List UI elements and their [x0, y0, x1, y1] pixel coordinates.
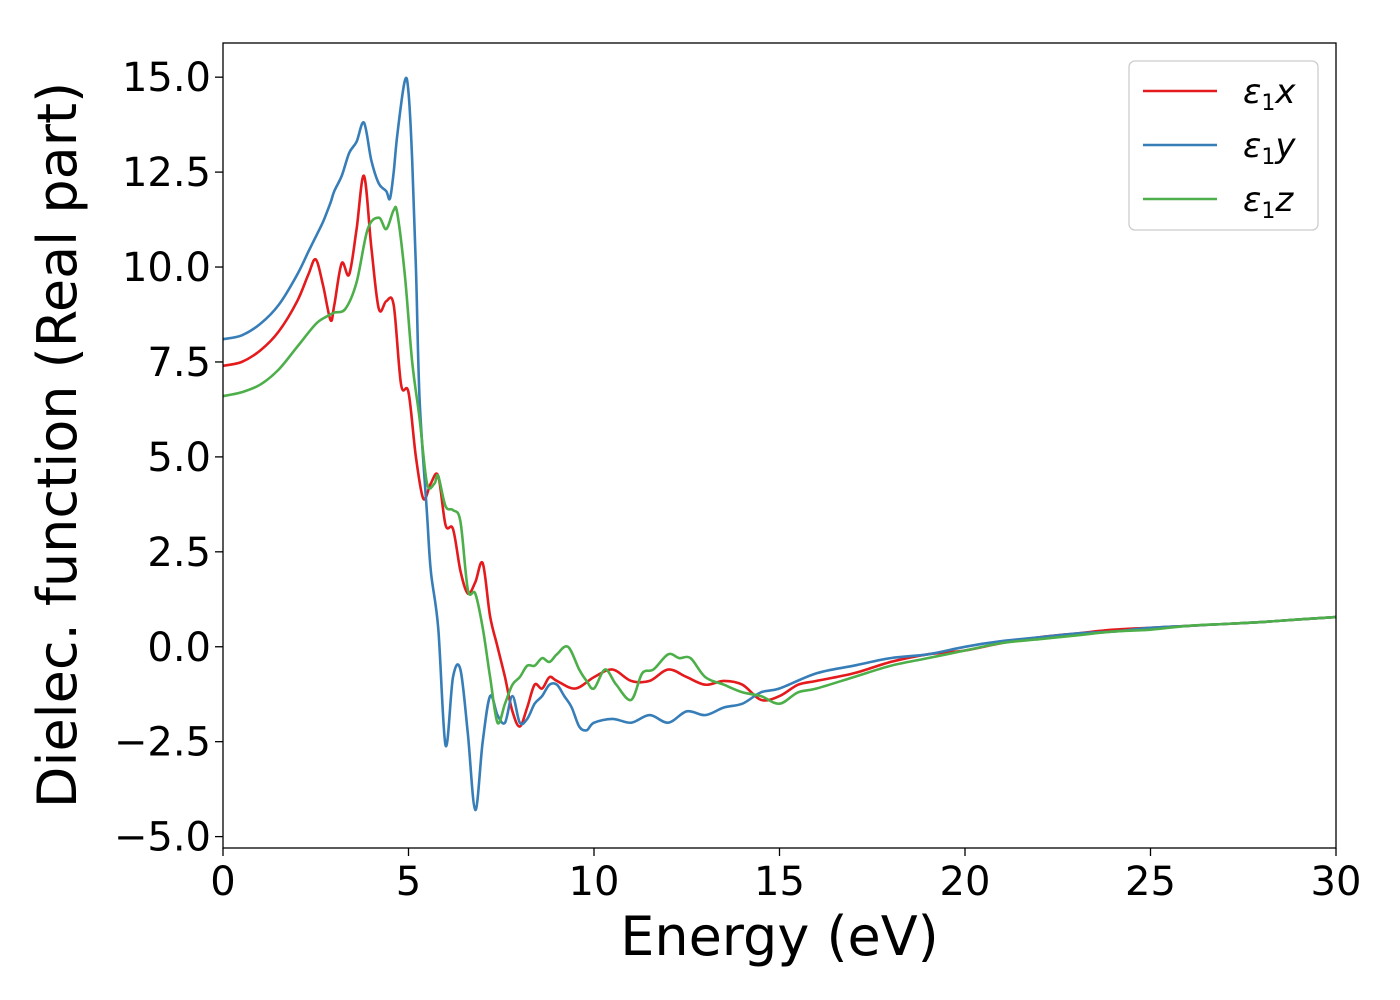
x-tick-label: 20 [940, 859, 991, 905]
legend-label-z: ε1z [1243, 180, 1294, 224]
y-tick-label: 5.0 [147, 435, 211, 481]
series-layer [223, 76, 1336, 812]
series-line-z [223, 205, 1336, 725]
legend: ε1x ε1y ε1z [1128, 60, 1319, 231]
series-line-y [223, 76, 1336, 812]
x-tick-label: 25 [1125, 859, 1176, 905]
y-axis-ticks: −5.0 −2.5 0.0 2.5 5.0 7.5 10.0 12.5 15.0 [114, 55, 223, 861]
x-axis-ticks: 0 5 10 15 20 25 30 [210, 848, 1361, 905]
legend-box [1128, 60, 1319, 231]
x-tick-label: 15 [754, 859, 805, 905]
series-line-x [223, 174, 1336, 728]
y-tick-label: 0.0 [147, 625, 211, 671]
x-tick-label: 10 [569, 859, 620, 905]
y-tick-label: 7.5 [147, 340, 211, 386]
x-tick-label: 5 [396, 859, 421, 905]
legend-label-x: ε1x [1243, 72, 1296, 116]
x-tick-label: 30 [1311, 859, 1362, 905]
y-tick-label: −5.0 [114, 815, 211, 861]
x-axis-title: Energy (eV) [620, 905, 939, 968]
y-tick-label: 15.0 [122, 55, 211, 101]
y-tick-label: 2.5 [147, 530, 211, 576]
y-axis-title: Dielec. function (Real part) [26, 82, 89, 808]
y-tick-label: −2.5 [114, 720, 211, 766]
y-tick-label: 12.5 [122, 150, 211, 196]
legend-label-y: ε1y [1243, 126, 1296, 170]
x-tick-label: 0 [210, 859, 235, 905]
y-tick-label: 10.0 [122, 245, 211, 291]
